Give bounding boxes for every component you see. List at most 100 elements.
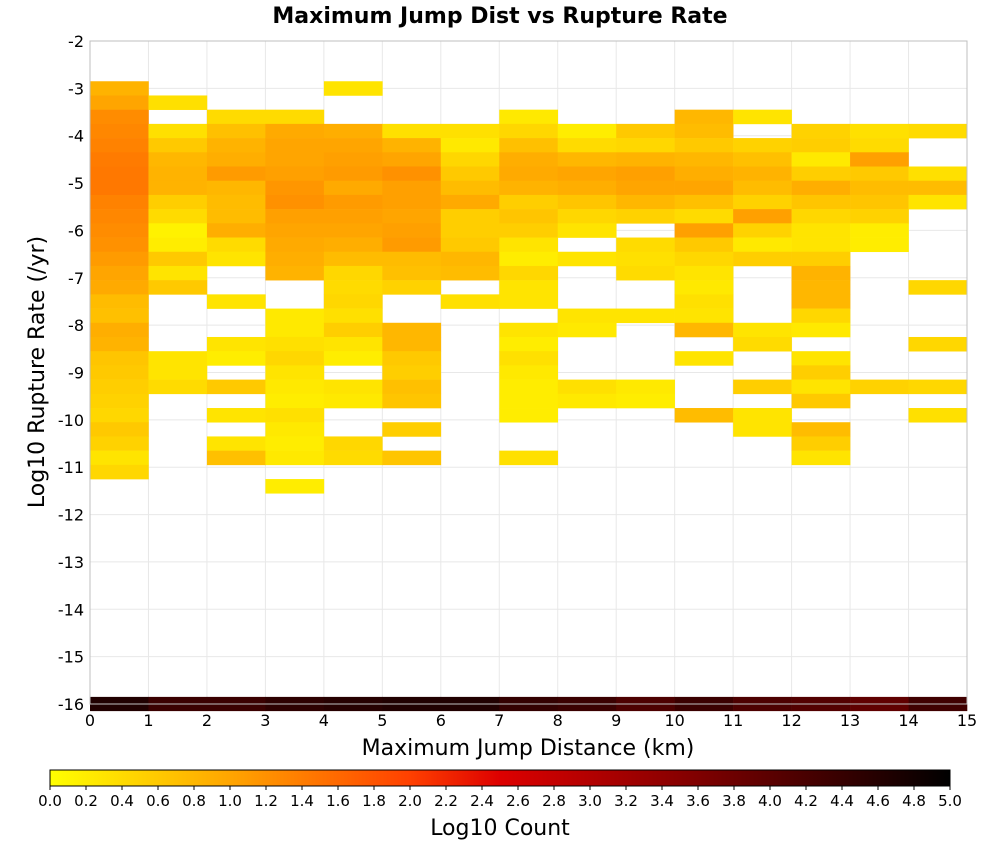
heatmap-cell — [206, 379, 266, 395]
y-tick-label: -12 — [58, 506, 84, 525]
heatmap-cell — [674, 123, 734, 139]
heatmap-cell — [323, 393, 383, 409]
heatmap-cell — [90, 464, 149, 480]
heatmap-cell — [265, 379, 325, 395]
heatmap-cell — [440, 223, 500, 238]
heatmap-cell — [733, 109, 792, 125]
heatmap-cell — [382, 393, 442, 409]
colorbar-tick-label: 5.0 — [938, 792, 962, 810]
heatmap-cell — [440, 209, 500, 224]
colorbar-tick-label: 3.4 — [650, 792, 674, 810]
heatmap-cell — [791, 180, 851, 196]
y-tick-labels: -2 -3 -4 -5 -6 -7 -8 -9 -10 -11 -12 -13 -14 -15 -16 — [58, 32, 84, 714]
heatmap-cell — [148, 251, 208, 267]
heatmap-cell — [148, 280, 208, 295]
heatmap-cell — [90, 95, 149, 110]
heatmap-cell — [850, 180, 909, 196]
heatmap-cell — [323, 237, 383, 253]
heatmap-cell — [908, 280, 968, 295]
heatmap-cell — [265, 265, 325, 281]
heatmap-cell — [148, 365, 208, 380]
heatmap-cell — [791, 294, 851, 309]
heatmap-cell — [908, 408, 968, 423]
heatmap-cell — [90, 351, 149, 366]
heatmap-cell — [90, 251, 149, 267]
heatmap-cell — [499, 209, 559, 224]
heatmap-cell — [440, 166, 500, 182]
heatmap-cell — [265, 194, 325, 210]
heatmap-cell — [265, 237, 325, 253]
heatmap-cell — [265, 365, 325, 380]
heatmap-cell — [850, 237, 909, 253]
heatmap-cell — [616, 237, 675, 253]
heatmap-cell — [206, 436, 266, 451]
heatmap-cell — [90, 393, 149, 409]
heatmap-cell — [148, 152, 208, 167]
heatmap-cell — [791, 422, 851, 437]
heatmap-cell — [791, 138, 851, 153]
heatmap-cell — [616, 123, 675, 139]
heatmap-cell — [499, 365, 559, 380]
heatmap-cell — [90, 436, 149, 451]
heatmap-cell — [733, 152, 792, 167]
colorbar-tick-label: 4.8 — [902, 792, 926, 810]
heatmap-cell — [90, 109, 149, 125]
heatmap-cell — [499, 294, 559, 309]
heatmap-cell — [265, 109, 325, 125]
colorbar-tick-labels: 0.0 0.2 0.4 0.6 0.8 1.0 1.2 1.4 1.6 1.8 2.0 2.2 2.4 2… — [38, 786, 962, 810]
y-tick-label: -14 — [58, 600, 84, 619]
heatmap-cell — [674, 265, 734, 281]
heatmap-cell — [265, 166, 325, 182]
heatmap-cell — [265, 322, 325, 338]
colorbar-tick-label: 2.0 — [398, 792, 422, 810]
heatmap-cell — [674, 152, 734, 167]
heatmap-cell — [674, 237, 734, 253]
heatmap-cell — [616, 180, 675, 196]
heatmap-cell — [323, 194, 383, 210]
heatmap-cell — [791, 351, 851, 366]
heatmap-cell — [850, 138, 909, 153]
heatmap-cell — [206, 408, 266, 423]
heatmap-cell — [90, 223, 149, 238]
heatmap-cell — [557, 251, 617, 267]
heatmap-cell — [616, 379, 675, 395]
x-tick-label: 10 — [664, 711, 684, 730]
heatmap-cell — [616, 152, 675, 167]
colorbar-tick-label: 4.0 — [758, 792, 782, 810]
heatmap-cell — [674, 322, 734, 338]
heatmap-cell — [791, 280, 851, 295]
y-tick-label: -16 — [58, 695, 84, 714]
heatmap-cell — [382, 152, 442, 167]
heatmap-cell — [674, 109, 734, 125]
heatmap-cell — [733, 422, 792, 437]
x-tick-label: 12 — [781, 711, 801, 730]
heatmap-cell — [206, 237, 266, 253]
y-tick-label: -2 — [68, 32, 84, 51]
colorbar-tick-label: 1.0 — [218, 792, 242, 810]
heatmap-cell — [323, 152, 383, 167]
heatmap-cell — [557, 180, 617, 196]
y-axis-label: Log10 Rupture Rate (/yr) — [25, 236, 50, 508]
heatmap-cell — [674, 180, 734, 196]
colorbar-tick-label: 2.8 — [542, 792, 566, 810]
heatmap-cell — [616, 265, 675, 281]
heatmap-cell — [791, 123, 851, 139]
heatmap-cell — [733, 180, 792, 196]
heatmap-cell — [557, 166, 617, 182]
heatmap-cell — [323, 138, 383, 153]
heatmap-cell — [206, 351, 266, 366]
colorbar-tick-label: 4.6 — [866, 792, 890, 810]
heatmap-cell — [791, 379, 851, 395]
heatmap-cell — [90, 294, 149, 309]
heatmap-cell — [499, 152, 559, 167]
heatmap-cell — [382, 265, 442, 281]
heatmap-cell — [791, 393, 851, 409]
heatmap-cell — [557, 209, 617, 224]
heatmap-cell — [499, 194, 559, 210]
heatmap-cell — [148, 237, 208, 253]
y-tick-label: -3 — [68, 79, 84, 98]
heatmap-cell — [265, 393, 325, 409]
heatmap-cell — [499, 138, 559, 153]
colorbar-tick-label: 0.2 — [74, 792, 98, 810]
heatmap-cell — [791, 308, 851, 324]
